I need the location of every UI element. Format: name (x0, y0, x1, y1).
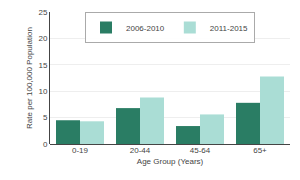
svg-text:45-64: 45-64 (190, 146, 211, 155)
svg-text:20: 20 (38, 34, 47, 43)
svg-text:10: 10 (38, 87, 47, 96)
svg-text:20-44: 20-44 (130, 146, 151, 155)
svg-text:5: 5 (43, 113, 48, 122)
svg-text:Age Group (Years): Age Group (Years) (137, 157, 204, 166)
svg-text:Rate per 100,000 Population: Rate per 100,000 Population (25, 27, 34, 129)
svg-text:65+: 65+ (253, 146, 267, 155)
svg-text:2006-2010: 2006-2010 (126, 24, 165, 33)
svg-text:15: 15 (38, 61, 47, 70)
svg-text:0: 0 (43, 140, 48, 149)
svg-text:2011-2015: 2011-2015 (210, 24, 248, 33)
svg-text:0-19: 0-19 (72, 146, 89, 155)
svg-text:25: 25 (38, 8, 47, 17)
